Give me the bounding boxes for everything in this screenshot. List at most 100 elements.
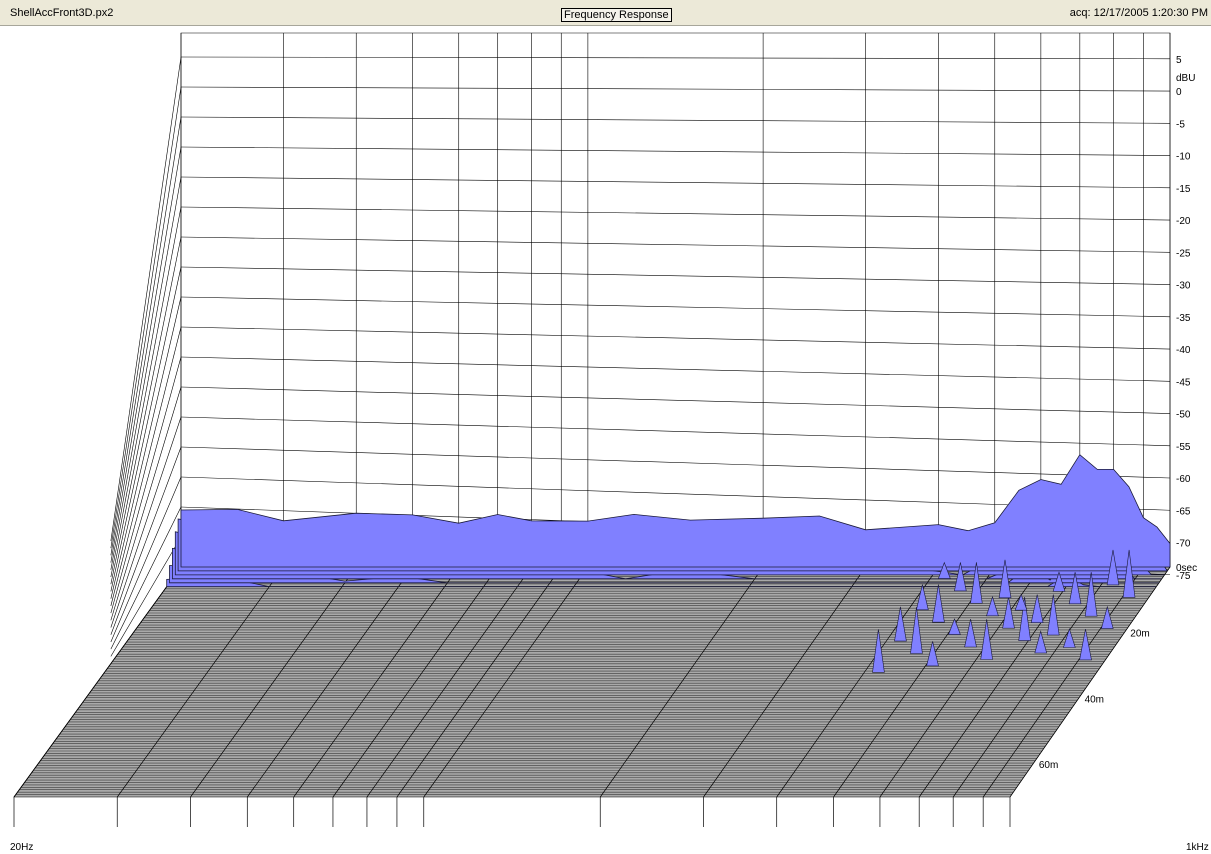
back-db-line	[180, 296, 1171, 318]
decay-spike	[926, 641, 939, 667]
decay-spike	[1052, 571, 1066, 592]
decay-spike	[872, 629, 885, 673]
decay-spike	[916, 584, 929, 611]
floor-freq-line	[247, 566, 413, 798]
side-wall-line	[110, 176, 182, 570]
decay-spike	[937, 561, 951, 579]
floor-plane	[13, 566, 1171, 827]
floor-freq-line	[776, 566, 939, 798]
decay-spike	[1084, 572, 1098, 617]
floor-freq-line	[879, 566, 1042, 798]
side-wall-line	[110, 296, 182, 599]
decay-spike	[1122, 549, 1136, 598]
y-tick-label: -20	[1176, 216, 1191, 227]
decay-spike	[954, 562, 967, 592]
back-db-line	[180, 86, 1171, 92]
side-wall-line	[110, 266, 182, 592]
y-tick-label: -50	[1176, 410, 1191, 421]
decay-spike	[1014, 593, 1028, 611]
y-tick-label: -75	[1176, 571, 1191, 582]
decay-spike	[948, 618, 961, 635]
side-wall-line	[110, 536, 182, 657]
side-wall-line	[110, 146, 182, 563]
floor-freq-line	[423, 566, 589, 798]
side-wall-line	[110, 116, 182, 556]
y-tick-label: -65	[1176, 506, 1191, 517]
side-wall-line	[110, 326, 182, 606]
decay-spike	[1002, 596, 1015, 629]
floor-freq-line	[116, 566, 284, 798]
back-db-line	[180, 206, 1171, 221]
y-unit-label: dBU	[1176, 73, 1195, 84]
decay-spike	[1079, 628, 1092, 661]
x-max-label: 1kHz	[1186, 842, 1209, 853]
back-db-line	[180, 356, 1171, 382]
y-tick-label: -5	[1176, 119, 1185, 130]
floor-freq-line	[982, 566, 1144, 798]
back-db-line	[180, 146, 1171, 156]
axis-labels: dBU 5 0 -5 -10 -15 -20 -25 -30 -35 -40 -45 -50 -55 -60…	[10, 55, 1209, 853]
waterfall-plot: dBU 5 0 -5 -10 -15 -20 -25 -30 -35 -40 -45 -50 -55 -60…	[10, 32, 1209, 853]
side-wall-grid	[13, 56, 182, 798]
decay-spike	[1068, 572, 1082, 605]
z-tick-label: 0sec	[1176, 563, 1197, 574]
x-min-label: 20Hz	[10, 842, 33, 853]
side-wall-line	[110, 86, 182, 549]
side-wall-line	[110, 236, 182, 585]
decay-spike	[932, 584, 945, 623]
back-db-line	[180, 416, 1171, 447]
floor-freq-line	[366, 566, 532, 798]
y-tick-label: -55	[1176, 442, 1191, 453]
floor-freq-line	[293, 566, 460, 798]
floor-freq-line	[599, 566, 764, 798]
y-tick-label: -60	[1176, 474, 1191, 485]
floor-freq-line	[833, 566, 996, 798]
back-db-line	[180, 176, 1171, 189]
view-title[interactable]: Frequency Response	[561, 8, 672, 22]
side-wall-edge	[13, 566, 182, 798]
side-wall-line	[110, 446, 182, 635]
decay-slice	[180, 454, 1171, 568]
y-tick-label: 0	[1176, 87, 1182, 98]
side-wall-line	[110, 56, 182, 541]
y-tick-label: -40	[1176, 345, 1191, 356]
side-wall-line	[110, 206, 182, 578]
decay-spike	[1018, 596, 1031, 641]
floor-freq-line	[396, 566, 562, 798]
side-wall-line	[110, 476, 182, 643]
decay-spike	[894, 606, 907, 642]
back-db-line	[180, 386, 1171, 414]
y-tick-label: -15	[1176, 184, 1191, 195]
side-wall-line	[110, 386, 182, 621]
decay-spike	[1101, 605, 1114, 629]
y-tick-label: -35	[1176, 313, 1191, 324]
y-tick-label: -30	[1176, 281, 1191, 292]
decay-spike	[998, 559, 1012, 599]
floor-freq-line	[703, 566, 866, 798]
back-db-line	[180, 56, 1171, 60]
decay-spike	[1062, 627, 1076, 648]
z-tick-label: 20m	[1130, 629, 1149, 640]
side-wall-line	[110, 356, 182, 614]
decay-spike	[910, 606, 923, 654]
y-tick-label: -10	[1176, 152, 1191, 163]
y-tick-label: -70	[1176, 539, 1191, 550]
decay-spike	[964, 619, 977, 648]
decay-spike	[1106, 549, 1120, 586]
z-tick-label: 60m	[1039, 760, 1058, 771]
decay-surface	[166, 454, 1171, 673]
decay-spike	[980, 619, 993, 660]
back-db-line	[180, 266, 1171, 285]
z-tick-label: 40m	[1085, 694, 1104, 705]
decay-spike	[970, 562, 983, 604]
acquisition-timestamp: acq: 12/17/2005 1:20:30 PM	[1069, 7, 1208, 19]
decay-spike	[1030, 594, 1044, 624]
floor-freq-line	[332, 566, 498, 798]
side-wall-line	[110, 506, 182, 650]
decay-spike	[1034, 630, 1048, 654]
file-name: ShellAccFront3D.px2	[10, 7, 114, 19]
back-db-line	[180, 116, 1171, 124]
decay-spike	[1046, 594, 1060, 636]
title-bar: ShellAccFront3D.px2 Frequency Response a…	[0, 0, 1211, 26]
